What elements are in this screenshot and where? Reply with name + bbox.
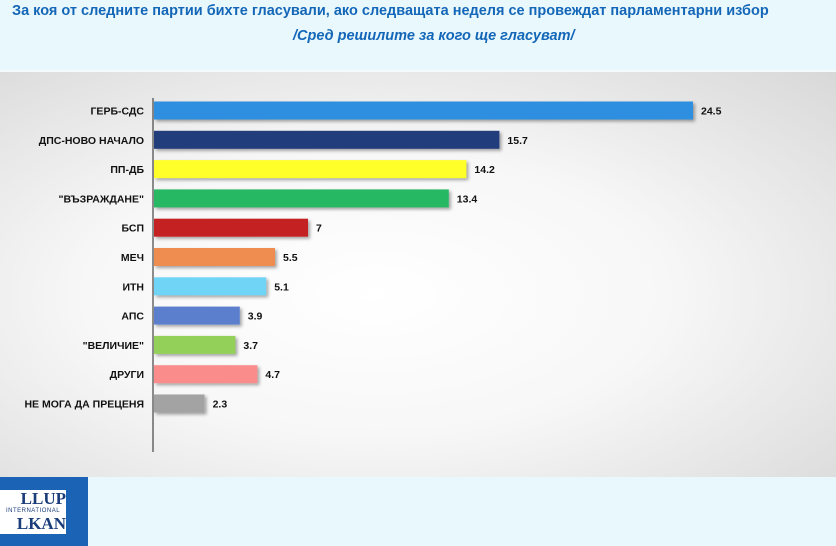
chart-subtitle: /Сред решилите за кого ще гласуват/ <box>293 28 575 44</box>
bar <box>154 306 240 325</box>
category-label: ДРУГИ <box>110 369 144 381</box>
bar <box>154 335 236 354</box>
category-label: ГЕРБ-СДС <box>90 106 144 118</box>
category-label: ПП-ДБ <box>110 164 144 176</box>
category-label: ДПС-НОВО НАЧАЛО <box>39 135 144 147</box>
category-label: "ВЕЛИЧИЕ" <box>83 340 144 352</box>
bar <box>154 277 267 296</box>
value-label: 2.3 <box>213 399 228 411</box>
category-label: ИТН <box>122 281 144 293</box>
bars-layer: ГЕРБ-СДС 24.5 ДПС-НОВО НАЧАЛО 15.7 ПП-ДБ 14.2… <box>24 101 722 413</box>
value-label: 3.9 <box>248 311 263 323</box>
category-label: МЕЧ <box>121 252 144 264</box>
value-label: 13.4 <box>457 193 478 205</box>
value-label: 5.1 <box>274 281 289 293</box>
logo-line2: INTERNATIONAL <box>5 508 61 514</box>
bar <box>154 218 308 237</box>
footer <box>0 485 836 546</box>
bar <box>154 130 500 149</box>
value-label: 15.7 <box>507 135 528 147</box>
bar <box>154 189 449 208</box>
gallup-logo: LLUP INTERNATIONAL LKAN <box>0 477 88 546</box>
chart-title: За коя от следните партии бихте гласувал… <box>12 3 769 19</box>
value-label: 7 <box>316 223 322 235</box>
header: За коя от следните партии бихте гласувал… <box>0 0 836 70</box>
category-label: "ВЪЗРАЖДАНЕ" <box>58 193 144 205</box>
value-label: 24.5 <box>701 106 722 118</box>
value-label: 3.7 <box>243 340 258 352</box>
logo-line1: LLUP <box>20 489 66 508</box>
value-label: 5.5 <box>283 252 298 264</box>
value-label: 14.2 <box>474 164 495 176</box>
bar <box>154 160 467 179</box>
bar <box>154 365 258 384</box>
bar <box>154 394 205 413</box>
value-label: 4.7 <box>265 369 280 381</box>
logo-box: LLUP INTERNATIONAL LKAN <box>0 490 66 534</box>
category-label: БСП <box>121 223 144 235</box>
category-label: НЕ МОГА ДА ПРЕЦЕНЯ <box>24 399 144 411</box>
bar <box>154 248 275 266</box>
category-label: АПС <box>121 311 144 323</box>
footer-divider <box>0 477 836 485</box>
logo-line3: LKAN <box>16 514 66 533</box>
bar <box>154 101 693 120</box>
